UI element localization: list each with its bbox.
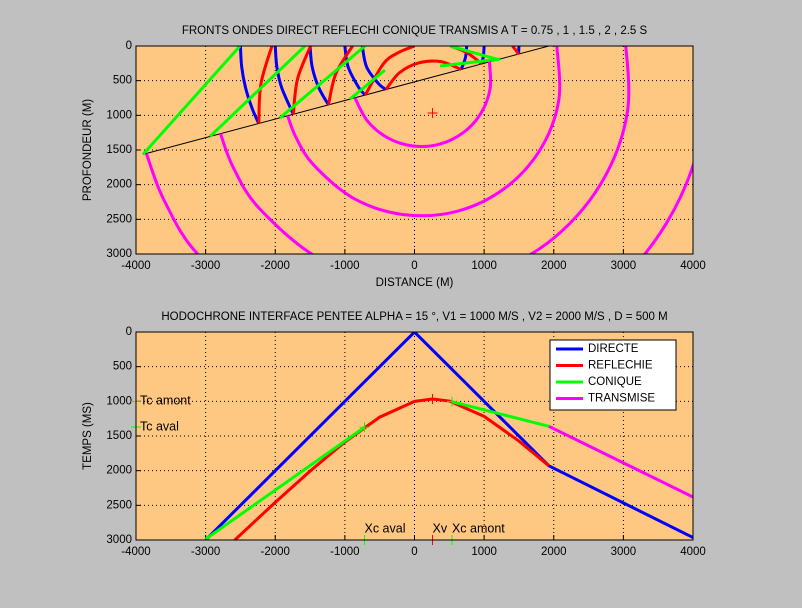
y-tick-label: 2500 — [106, 213, 132, 225]
legend-label: REFLECHIE — [588, 360, 653, 372]
y-tick-label: 500 — [113, 75, 132, 87]
marker — [427, 107, 438, 118]
x-tick-label: -4000 — [121, 546, 150, 558]
x-tick-label: 4000 — [680, 546, 706, 558]
annotation: Xc aval — [365, 521, 406, 535]
y-tick-label: 1500 — [106, 430, 132, 442]
series-line — [144, 46, 693, 254]
x-tick-label: -1000 — [330, 260, 359, 272]
series-line — [548, 424, 693, 499]
series-line — [141, 46, 501, 156]
series-line — [257, 46, 520, 124]
series-line — [204, 332, 693, 540]
x-tick-label: 2000 — [541, 546, 567, 558]
y-tick-label: 2000 — [106, 179, 132, 191]
x-tick-label: -3000 — [191, 546, 220, 558]
y-axis-label: TEMPS (MS) — [82, 402, 94, 470]
annotation: Tc aval — [140, 419, 179, 433]
y-tick-label: 0 — [126, 40, 132, 52]
x-tick-label: 1000 — [471, 260, 497, 272]
series-line — [204, 400, 550, 540]
x-tick-label: 0 — [411, 260, 417, 272]
axes-frame — [135, 45, 694, 255]
y-tick-label: 2000 — [106, 465, 132, 477]
marker — [427, 393, 438, 404]
data-layer — [204, 332, 693, 540]
chart-title: HODOCHRONE INTERFACE PENTEE ALPHA = 15 °… — [161, 311, 667, 323]
legend-label: CONIQUE — [588, 376, 642, 388]
annotation: Xc amont — [452, 521, 505, 535]
y-tick-label: 1000 — [106, 109, 132, 121]
y-tick-label: 3000 — [106, 534, 132, 546]
y-tick-label: 1500 — [106, 144, 132, 156]
data-layer — [141, 46, 693, 254]
x-tick-label: -2000 — [261, 260, 290, 272]
x-tick-label: 2000 — [541, 260, 567, 272]
x-tick-label: -1000 — [330, 546, 359, 558]
x-tick-label: 3000 — [611, 260, 637, 272]
y-tick-label: 1000 — [106, 395, 132, 407]
x-tick-label: 0 — [411, 546, 417, 558]
marker — [446, 396, 457, 407]
chart-title: FRONTS ONDES DIRECT REFLECHI CONIQUE TRA… — [182, 25, 648, 37]
series-line — [233, 397, 550, 540]
legend-label: TRANSMISE — [588, 393, 655, 405]
x-tick-label: 3000 — [611, 546, 637, 558]
x-axis-label: DISTANCE (M) — [376, 277, 454, 289]
legend-label: DIRECTE — [588, 343, 639, 355]
chart-panel: -4000 -3000 -2000 -1000 0 1000 2000 3000 4000 0 50… — [82, 311, 706, 558]
y-tick-label: 0 — [126, 326, 132, 338]
x-tick-label: -3000 — [191, 260, 220, 272]
x-tick-label: -2000 — [261, 546, 290, 558]
marker — [359, 422, 370, 433]
y-tick-label: 500 — [113, 361, 132, 373]
y-tick-label: 2500 — [106, 499, 132, 511]
x-tick-label: -4000 — [121, 260, 150, 272]
chart-panel: -4000 -3000 -2000 -1000 0 1000 2000 3000 4000 0 50… — [82, 25, 706, 289]
annotation: Tc amont — [140, 394, 191, 408]
x-tick-label: 4000 — [680, 260, 706, 272]
y-axis-label: PROFONDEUR (M) — [82, 99, 94, 201]
y-tick-label: 3000 — [106, 248, 132, 260]
annotation: Xv — [433, 521, 448, 535]
axes-frame — [135, 331, 694, 541]
x-tick-label: 1000 — [471, 546, 497, 558]
